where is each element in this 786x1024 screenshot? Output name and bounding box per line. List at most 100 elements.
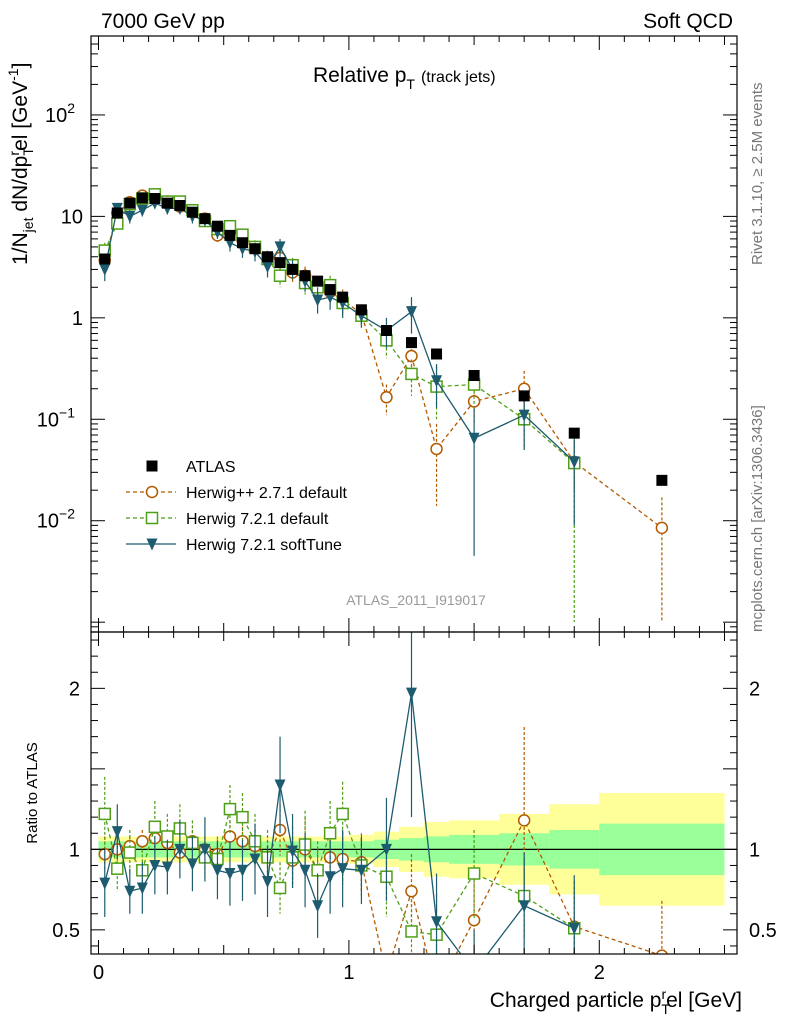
xlabel-part-a: Charged particle p (490, 989, 662, 1012)
data-point-atlas (111, 207, 123, 219)
data-point-atlas (236, 237, 248, 249)
x-tick-label: 1 (343, 962, 354, 984)
data-point-softtune (99, 263, 111, 276)
data-point-herwigpp (380, 390, 393, 404)
data-point-atlas (287, 263, 299, 275)
xlabel-part-b: T (661, 1001, 670, 1017)
ylabel-part-d: T (20, 147, 36, 156)
y-tick-label-base: 10 (45, 105, 67, 127)
ratio-point-herwig721 (336, 807, 349, 821)
ratio-point-herwigpp (431, 986, 442, 997)
ylabel-part-f: el [GeV (9, 81, 32, 151)
ratio-y-tick-label-right: 0.5 (749, 920, 777, 942)
data-point-softtune (568, 456, 580, 469)
xlabel-part-d: el [GeV] (666, 989, 742, 1012)
mcplots-label: mcplots.cern.ch [arXiv:1306.3436] (749, 405, 766, 632)
ratio-panel-frame (90, 631, 738, 955)
y-tick-label-base: 1 (72, 308, 83, 330)
data-point-herwig721 (273, 269, 287, 282)
ylabel-part-b: jet (20, 217, 36, 233)
ratio-y-tick-label-right: 1 (749, 839, 760, 861)
ratio-point-softtune (312, 900, 324, 913)
ratio-point-softtune (568, 922, 580, 935)
ratio-point-softtune (355, 864, 367, 877)
data-point-softtune (468, 432, 480, 445)
ratio-point-herwig721 (223, 802, 237, 816)
ratio-point-softtune (136, 882, 148, 895)
ratio-point-softtune (161, 861, 173, 874)
header-energy-label: 7000 GeV pp (101, 10, 225, 33)
series-line-herwigpp (104, 195, 663, 529)
header-category-label: Soft QCD (643, 10, 733, 33)
ratio-point-softtune (405, 687, 417, 700)
series-line-softtune (104, 202, 575, 463)
data-point-atlas (149, 193, 161, 205)
ratio-point-softtune (287, 845, 299, 858)
ratio-point-herwigpp (467, 913, 481, 927)
ylabel-part-h: ] (9, 63, 32, 69)
data-point-atlas (124, 197, 136, 209)
ylabel-part-e: r (6, 151, 22, 156)
data-point-softtune (431, 375, 443, 388)
data-point-atlas (312, 275, 324, 287)
data-point-softtune (518, 409, 530, 422)
chart-title-main: Relative p (313, 64, 406, 87)
ratio-point-softtune (337, 863, 349, 876)
series-softtune (99, 197, 580, 556)
ratio-point-softtune (124, 885, 136, 898)
xlabel-part-c: r (661, 986, 666, 1002)
data-point-atlas (274, 257, 286, 269)
data-point-atlas (224, 229, 236, 241)
ratio-y-tick-label-left: 2 (69, 678, 80, 700)
ratio-panel: 2 2 1 1 0.5 0.5 0 1 2 Ratio to ATLAS Charged pa… (24, 631, 777, 1017)
ratio-point-herwig721 (111, 862, 124, 875)
rivet-version-label: Rivet 3.1.10, ≥ 2.5M events (749, 83, 766, 266)
data-point-atlas (405, 337, 417, 349)
y-tick-label: 10−2 (37, 506, 75, 533)
data-point-atlas (99, 253, 111, 265)
ratio-point-herwig721 (273, 881, 287, 895)
data-point-atlas (324, 284, 336, 296)
series-line-herwig721 (104, 193, 575, 464)
data-point-atlas (174, 200, 186, 212)
legend-marker-softtune (146, 538, 158, 551)
series-herwigpp (98, 189, 669, 623)
legend-label-herwig721: Herwig 7.2.1 default (186, 511, 329, 528)
data-point-softtune (136, 204, 148, 217)
ratio-point-softtune (299, 864, 311, 877)
data-point-softtune (274, 241, 286, 254)
data-point-herwigpp (430, 442, 443, 456)
ratio-line-herwigpp (104, 818, 660, 954)
data-point-atlas (468, 370, 480, 382)
ratio-y-tick-label-right: 2 (749, 678, 760, 700)
ratio-point-herwig721 (148, 820, 162, 834)
ratio-point-softtune (262, 876, 274, 889)
ratio-point-herwigpp (136, 835, 149, 848)
ratio-point-softtune (380, 843, 392, 856)
ratio-point-herwig721 (323, 827, 337, 840)
data-point-softtune (405, 306, 417, 319)
ratio-point-herwig721 (123, 846, 137, 859)
data-point-atlas (355, 304, 367, 316)
data-point-atlas (299, 270, 311, 282)
data-point-atlas (380, 325, 392, 337)
ratio-point-softtune (199, 843, 211, 856)
chart-title-subscript: T (406, 76, 415, 92)
y-tick-label-base: 10 (37, 511, 59, 533)
data-point-atlas (136, 192, 148, 204)
ratio-point-softtune (174, 843, 186, 856)
legend-marker-herwig721 (145, 511, 159, 525)
ratio-point-softtune (236, 864, 248, 877)
legend-marker-herwigpp (145, 485, 159, 499)
data-point-atlas (161, 197, 173, 209)
data-point-softtune (262, 261, 274, 274)
data-point-atlas (518, 390, 530, 402)
ratio-point-herwig721 (236, 810, 249, 824)
y-tick-label-exp: −2 (59, 506, 75, 522)
y-tick-label: 10 (61, 206, 83, 228)
chart-title-extra: (track jets) (421, 69, 496, 86)
ratio-point-softtune (186, 858, 198, 871)
legend-label-atlas: ATLAS (186, 459, 236, 476)
analysis-id-label: ATLAS_2011_I919017 (346, 592, 486, 608)
ratio-point-softtune (211, 864, 223, 877)
